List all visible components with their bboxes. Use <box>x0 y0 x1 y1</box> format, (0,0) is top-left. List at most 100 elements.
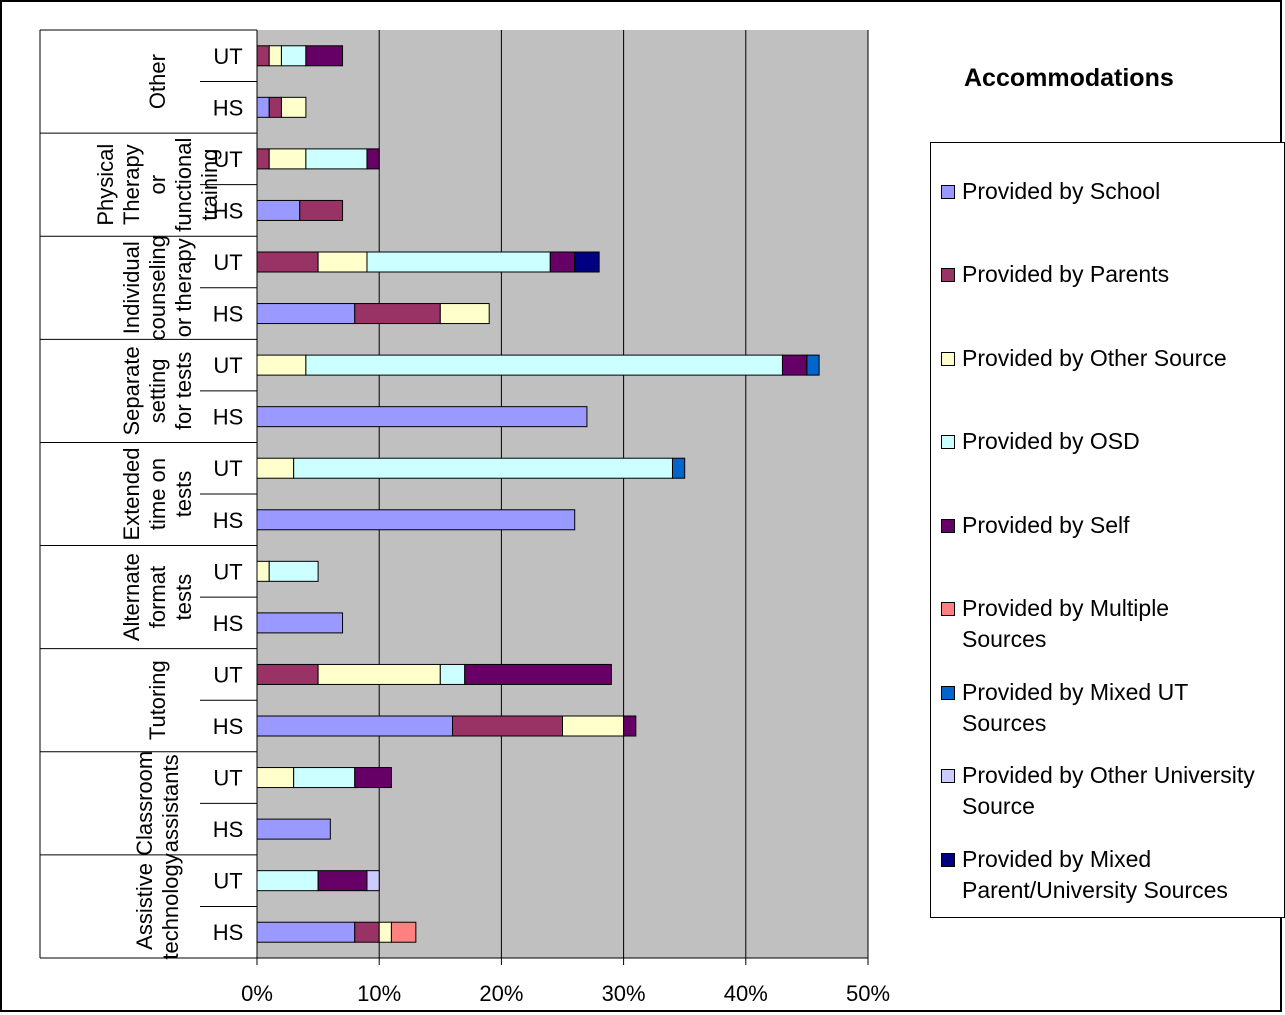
plot-area <box>257 30 868 958</box>
legend-swatch <box>941 268 955 282</box>
bar-segment <box>256 612 344 634</box>
legend-label-line: Provided by Other Source <box>962 345 1227 371</box>
sub-category-label: HS <box>213 714 244 739</box>
bar-segment <box>806 354 820 376</box>
bar-segment <box>256 870 319 892</box>
bar-segment <box>256 96 270 118</box>
legend-label-line: Sources <box>962 626 1047 652</box>
bar-segment <box>781 354 808 376</box>
group-label: Alternate format tests <box>119 553 196 641</box>
group-label: Tutoring <box>145 660 170 740</box>
bar-segment <box>439 663 466 685</box>
sub-category-label: UT <box>213 869 242 894</box>
legend-label: Provided by Self <box>962 510 1285 541</box>
legend-swatch <box>941 185 955 199</box>
bar-segment <box>256 148 270 170</box>
group-label: Separate setting for tests <box>119 346 196 435</box>
bar-segment <box>439 303 490 325</box>
legend-swatch <box>941 352 955 366</box>
legend-label-line: Provided by Parents <box>962 261 1170 287</box>
group-label-line: for tests <box>171 352 196 430</box>
legend-label: Provided by OSD <box>962 426 1285 457</box>
bar-segment <box>305 148 368 170</box>
group-label-line: assistants <box>158 754 183 852</box>
bar-segment <box>256 767 295 789</box>
group-label: Classroom assistants <box>132 751 183 856</box>
legend-label: Provided by Other University Source <box>962 760 1285 822</box>
bar-segment <box>280 96 307 118</box>
legend-swatch <box>941 602 955 616</box>
bar-segment <box>268 96 282 118</box>
legend-swatch <box>941 853 955 867</box>
x-tick-label: 10% <box>357 981 401 1006</box>
bar-segment <box>354 303 441 325</box>
bar-segment <box>256 818 331 840</box>
legend-label: Provided by Mixed UT Sources <box>962 677 1285 739</box>
x-tick-label: 20% <box>479 981 523 1006</box>
group-label-line: Assistive <box>132 863 157 950</box>
bar-segment <box>671 457 686 479</box>
legend-label-line: Provided by Mixed <box>962 846 1152 872</box>
legend-swatch <box>941 686 955 700</box>
bar-segment <box>256 199 301 221</box>
group-label-line: training <box>197 149 222 221</box>
legend-label-line: Provided by Self <box>962 512 1130 538</box>
sub-category-label: UT <box>213 44 242 69</box>
bar-segment <box>256 715 454 737</box>
bar-segment <box>562 715 625 737</box>
sub-category-label: HS <box>213 405 244 430</box>
group-label: Extended time on tests <box>119 448 196 541</box>
bar-segment <box>549 251 576 273</box>
sub-category-label: UT <box>213 250 242 275</box>
bar-segment <box>623 715 637 737</box>
bar-segment <box>268 560 319 582</box>
sub-category-label: HS <box>213 611 244 636</box>
sub-category-label: UT <box>213 456 242 481</box>
group-label-line: or <box>145 175 170 195</box>
legend-label: Provided by Other Source <box>962 343 1285 374</box>
legend-label-line: Source <box>962 793 1035 819</box>
bar-segment <box>256 303 356 325</box>
legend-label-line: Parent/University Sources <box>962 877 1228 903</box>
legend-label: Provided by School <box>962 176 1285 207</box>
sub-category-label: HS <box>213 508 244 533</box>
bar-segment <box>354 921 380 943</box>
legend-swatch <box>941 769 955 783</box>
bar-segment <box>390 921 417 943</box>
group-label-line: tests <box>171 471 196 517</box>
sub-category-label: UT <box>213 766 242 791</box>
bar-segment <box>354 767 392 789</box>
legend-label-line: Provided by School <box>962 178 1161 204</box>
legend-label-line: Provided by Multiple <box>962 595 1170 621</box>
bar-segment <box>256 45 270 67</box>
legend-label-line: Provided by OSD <box>962 428 1140 454</box>
bar-segment <box>366 251 551 273</box>
sub-category-label: UT <box>213 353 242 378</box>
bar-segment <box>574 251 600 273</box>
x-tick-label: 0% <box>241 981 273 1006</box>
group-label-line: time on <box>145 458 170 530</box>
group-label-line: Therapy <box>119 144 144 225</box>
x-tick-label: 50% <box>846 981 890 1006</box>
bar-segment <box>305 45 344 67</box>
group-label-line: Individual <box>119 241 144 334</box>
bar-segment <box>256 354 307 376</box>
bar-segment <box>280 45 307 67</box>
legend-label: Provided by Parents <box>962 259 1285 290</box>
bar-segment <box>293 457 673 479</box>
bar-segment <box>366 148 380 170</box>
bar-segment <box>464 663 612 685</box>
bar-segment <box>317 870 368 892</box>
legend-label: Provided by Mixed Parent/University Sourc… <box>962 844 1285 906</box>
bar-segment <box>452 715 563 737</box>
legend-label-line: Sources <box>962 710 1047 736</box>
bar-segment <box>256 251 319 273</box>
sub-category-label: HS <box>213 817 244 842</box>
legend: Provided by School Provided by Parents Pro… <box>930 142 1285 918</box>
group-label-line: Tutoring <box>145 660 170 740</box>
group-label-line: Other <box>145 54 170 109</box>
sub-category-label: UT <box>213 662 242 687</box>
x-tick-label: 40% <box>724 981 768 1006</box>
group-label-line: Physical <box>93 144 118 226</box>
